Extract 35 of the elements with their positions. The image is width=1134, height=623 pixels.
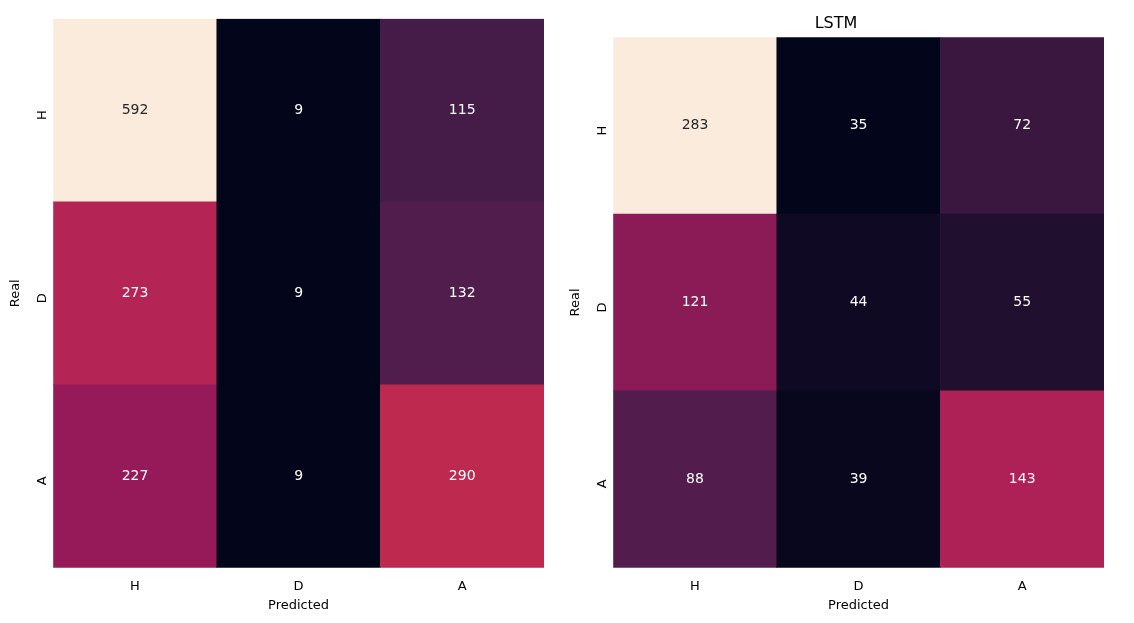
data-label: 55: [1013, 293, 1032, 310]
y-tick-label: A: [593, 479, 609, 489]
y-tick-label: D: [593, 302, 609, 313]
x-tick-label: D: [853, 577, 864, 593]
y-axis-title: Real: [7, 279, 23, 308]
x-tick-label: H: [690, 577, 700, 593]
y-tick-label: H: [593, 125, 609, 136]
y-axis-title: Real: [567, 288, 583, 317]
x-axis-title: Predicted: [828, 596, 890, 612]
data-label: 9: [294, 283, 304, 300]
chart-title: LSTM: [814, 12, 858, 32]
data-label: 9: [294, 466, 304, 483]
data-label: 44: [849, 293, 868, 310]
x-tick-label: A: [1017, 577, 1027, 593]
data-label: 132: [448, 283, 476, 300]
y-tick-label: A: [33, 476, 49, 486]
x-tick-label: A: [457, 577, 467, 593]
data-label: 121: [681, 293, 709, 310]
y-tick-label: D: [33, 293, 49, 304]
data-label: 283: [681, 116, 709, 133]
data-label: 290: [448, 466, 476, 483]
data-label: 115: [448, 100, 476, 117]
data-label: 143: [1008, 470, 1036, 487]
data-label: 9: [294, 100, 304, 117]
data-label: 273: [121, 283, 149, 300]
data-label: 227: [121, 466, 149, 483]
data-label: 35: [849, 116, 868, 133]
data-label: 72: [1013, 116, 1032, 133]
data-label: 39: [849, 470, 868, 487]
data-label: 88: [686, 470, 704, 487]
x-axis-title: Predicted: [268, 596, 330, 612]
y-tick-label: H: [33, 110, 49, 121]
data-label: 592: [121, 100, 149, 117]
x-tick-label: D: [293, 577, 304, 593]
x-tick-label: H: [130, 577, 140, 593]
